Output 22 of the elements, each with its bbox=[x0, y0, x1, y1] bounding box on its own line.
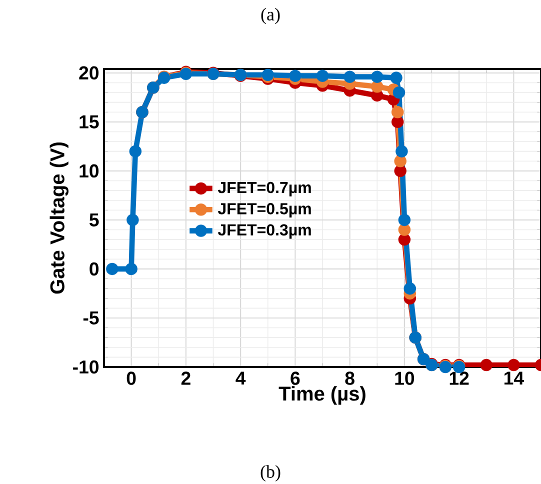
x-tick-label: 0 bbox=[126, 372, 136, 385]
x-tick-label: 2 bbox=[181, 372, 190, 385]
y-tick-label: 15 bbox=[80, 115, 99, 128]
y-tick-label: -10 bbox=[73, 360, 99, 374]
x-tick-label: 12 bbox=[450, 372, 469, 385]
text: (b) bbox=[260, 465, 280, 482]
x-tick-label: 8 bbox=[345, 372, 354, 385]
x-tick-label: 10 bbox=[395, 372, 414, 385]
x-tick-label: 14 bbox=[504, 372, 524, 385]
y-tick-label: -5 bbox=[83, 311, 99, 324]
legend-label: JFET=0.5µm bbox=[218, 203, 311, 218]
x-axis-title: Time (µs) bbox=[278, 386, 366, 405]
y-tick-label: 0 bbox=[90, 262, 99, 276]
legend-label: JFET=0.3µm bbox=[218, 224, 311, 239]
y-tick-label: 5 bbox=[89, 213, 99, 226]
y-axis-title: Gate Voltage (V) bbox=[50, 142, 69, 294]
y-tick-label: 20 bbox=[79, 66, 99, 80]
legend-label: JFET=0.7µm bbox=[218, 182, 311, 196]
y-tick-label: 10 bbox=[80, 164, 99, 178]
text: (a) bbox=[261, 8, 280, 24]
x-tick-label: 4 bbox=[236, 372, 246, 385]
x-tick-label: 6 bbox=[290, 372, 300, 385]
